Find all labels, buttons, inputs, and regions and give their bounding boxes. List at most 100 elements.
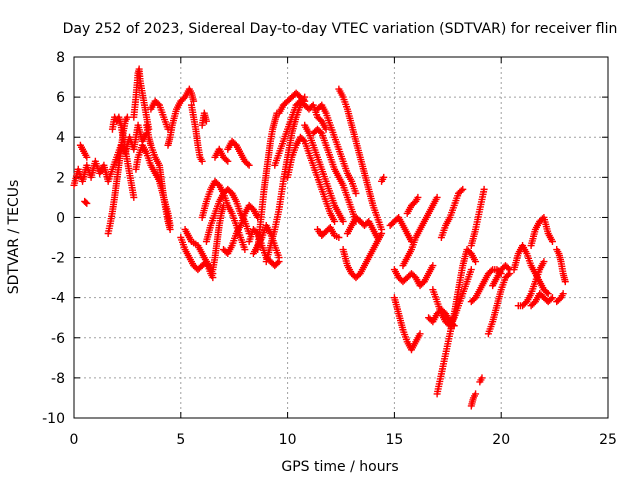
data-point — [547, 295, 555, 303]
x-axis-label: GPS time / hours — [281, 459, 398, 475]
series-s56 — [553, 290, 567, 306]
data-point — [378, 229, 386, 237]
data-point — [245, 161, 253, 169]
series-s2 — [76, 141, 91, 161]
y-tick-label: -2 — [51, 251, 65, 267]
data-point — [480, 185, 488, 193]
data-point — [467, 266, 475, 274]
data-point — [224, 157, 232, 165]
series-s55 — [553, 246, 569, 286]
y-tick-label: -10 — [42, 411, 65, 427]
plot-frame — [73, 56, 609, 419]
x-tick-label: 25 — [599, 432, 617, 448]
series-s37 — [390, 262, 437, 290]
series-s51 — [510, 242, 552, 298]
data-point — [198, 157, 206, 165]
data-point — [472, 390, 480, 398]
data-point — [299, 136, 307, 144]
series-s10 — [164, 85, 198, 149]
series-s34 — [343, 213, 381, 241]
y-tick-label: 8 — [56, 50, 65, 66]
data-point — [433, 193, 441, 201]
data-point — [543, 288, 551, 296]
series-s20 — [220, 201, 262, 258]
data-point — [220, 201, 228, 209]
data-point — [472, 258, 480, 266]
data-point — [130, 193, 138, 201]
data-point — [380, 173, 388, 181]
x-tick-label: 20 — [492, 432, 510, 448]
series-s39 — [403, 193, 422, 217]
x-tick-label: 0 — [70, 432, 79, 448]
series-s9 — [147, 97, 172, 133]
data-point — [559, 290, 567, 298]
data-point — [322, 125, 330, 133]
y-tick-label: 2 — [56, 170, 65, 186]
series-s52 — [514, 258, 548, 310]
series-s23 — [254, 109, 281, 254]
series-s28 — [301, 121, 347, 225]
series-s30 — [309, 125, 360, 225]
data-point — [83, 199, 91, 207]
chart-title: Day 252 of 2023, Sidereal Day-to-day VTE… — [63, 21, 618, 37]
series-s35 — [378, 173, 388, 185]
data-point — [416, 330, 424, 338]
y-tick-label: -4 — [51, 291, 65, 307]
data-point — [275, 254, 283, 262]
data-point — [504, 264, 512, 272]
series-s14 — [198, 109, 210, 129]
data-point — [487, 267, 495, 275]
data-point — [335, 234, 343, 241]
series-s47 — [467, 390, 480, 410]
y-tick-label: 6 — [56, 90, 65, 106]
series-s46 — [467, 266, 505, 306]
data-point — [548, 238, 556, 246]
data-point — [548, 294, 556, 302]
series-s18 — [211, 145, 232, 165]
series-s54 — [527, 290, 556, 310]
series-s12 — [181, 225, 217, 282]
data-point — [123, 113, 131, 121]
series-s49 — [484, 270, 514, 338]
data-point — [331, 217, 339, 225]
y-tick-label: 0 — [56, 210, 65, 226]
series-s50 — [489, 262, 514, 290]
data-point — [154, 100, 162, 108]
data-point — [414, 193, 422, 201]
y-axis-label: SDTVAR / TECUs — [6, 180, 22, 295]
data-point — [209, 274, 217, 282]
series-s43 — [433, 246, 480, 398]
data-point — [222, 156, 230, 164]
y-tick-label: -6 — [51, 331, 65, 347]
x-tick-label: 5 — [176, 432, 185, 448]
series-s31 — [314, 223, 343, 241]
series-s40 — [399, 193, 441, 270]
series-s24 — [262, 93, 309, 266]
series-s5 — [108, 113, 138, 201]
x-tick-label: 10 — [279, 432, 297, 448]
axis-ticks: -10 -8 -6 -4 -2 0 2 4 6 8 0 5 10 15 20 25 — [42, 50, 617, 448]
data-point — [316, 128, 324, 136]
data-point — [244, 160, 252, 168]
data-point — [299, 96, 307, 104]
series-s44 — [437, 185, 467, 241]
data-point — [544, 290, 552, 298]
data-point — [352, 189, 360, 197]
x-tick-label: 15 — [385, 432, 403, 448]
data-point — [459, 185, 467, 193]
data-point — [190, 97, 198, 105]
data-point — [478, 374, 486, 382]
series-s36 — [386, 213, 415, 246]
series-s8 — [143, 121, 174, 233]
series-s29 — [314, 101, 360, 197]
data-point — [457, 187, 465, 195]
data-point — [540, 258, 548, 266]
series-s3 — [81, 197, 91, 207]
data-points — [70, 65, 569, 410]
series-s53 — [527, 213, 556, 250]
series-s17 — [209, 201, 228, 274]
data-point — [82, 198, 90, 206]
series-s32 — [335, 85, 386, 233]
data-point — [274, 259, 282, 267]
